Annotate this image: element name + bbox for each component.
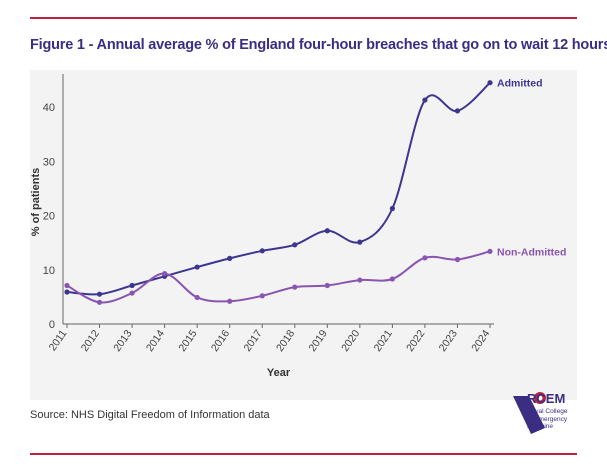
x-tick-label: 2024 xyxy=(469,328,492,354)
y-tick-label: 30 xyxy=(43,156,55,168)
data-point-admitted xyxy=(227,255,233,261)
line-chart: 0 10 20 30 40 2011 2012 2013 2014 2015 2016 2017 201… xyxy=(30,74,566,379)
x-tick-label: 2021 xyxy=(372,328,395,354)
data-point-admitted xyxy=(96,291,103,297)
data-point-non-admitted xyxy=(454,256,461,263)
bottom-rule xyxy=(30,453,577,455)
data-point-non-admitted xyxy=(292,284,298,290)
data-point-admitted xyxy=(194,264,200,270)
data-point-admitted xyxy=(357,239,363,245)
data-point-admitted xyxy=(454,108,461,114)
y-tick-label: 20 xyxy=(43,211,55,223)
series-label-admitted: Admitted xyxy=(497,78,543,90)
series-line-admitted xyxy=(66,81,491,296)
logo-subtitle: Royal College of Emergency Medicine xyxy=(527,408,579,431)
data-point-admitted xyxy=(259,248,265,254)
data-point-non-admitted xyxy=(64,282,70,289)
data-point-non-admitted xyxy=(129,290,135,296)
x-tick-label: 2015 xyxy=(176,328,199,354)
logo-subtitle-line: of Emergency xyxy=(527,415,568,423)
y-axis-label: % of patients xyxy=(30,168,42,236)
x-tick-label: 2017 xyxy=(241,328,264,354)
x-axis-label: Year xyxy=(267,367,291,379)
x-tick-label: 2018 xyxy=(274,328,297,354)
data-point-admitted xyxy=(422,97,428,103)
figure-title: Figure 1 - Annual average % of England f… xyxy=(30,37,607,53)
series-line-non-admitted xyxy=(66,250,491,304)
series-label-non-admitted: Non-Admitted xyxy=(497,246,566,258)
data-point-non-admitted xyxy=(162,270,168,277)
data-point-admitted xyxy=(389,205,395,212)
x-tick-label: 2013 xyxy=(111,328,134,354)
data-point-admitted xyxy=(64,289,70,295)
y-tick-label: 10 xyxy=(43,265,55,277)
data-point-non-admitted xyxy=(324,282,330,289)
x-tick-label: 2020 xyxy=(339,328,362,354)
data-point-admitted xyxy=(129,282,135,289)
data-point-admitted xyxy=(324,228,330,234)
rcem-logo-icon xyxy=(513,392,546,434)
source-note: Source: NHS Digital Freedom of Informati… xyxy=(30,409,270,421)
logo-name: RCEM xyxy=(527,391,566,406)
data-point-non-admitted xyxy=(227,298,233,304)
x-tick-label: 2022 xyxy=(404,328,427,354)
x-tick-label: 2023 xyxy=(437,328,460,354)
data-point-non-admitted xyxy=(96,299,103,305)
chart-panel: 0 10 20 30 40 2011 2012 2013 2014 2015 2016 2017 201… xyxy=(30,70,577,400)
data-point-non-admitted xyxy=(357,277,363,283)
top-rule xyxy=(30,17,577,19)
x-tick-label: 2011 xyxy=(47,328,70,354)
data-point-non-admitted xyxy=(422,255,428,261)
data-point-non-admitted xyxy=(389,276,395,282)
data-point-admitted xyxy=(487,80,493,86)
y-tick-label: 0 xyxy=(49,319,55,331)
logo-subtitle-line: Royal College xyxy=(527,408,568,415)
data-point-non-admitted xyxy=(487,248,493,254)
y-tick-label: 40 xyxy=(43,102,55,114)
x-tick-label: 2016 xyxy=(209,328,232,354)
data-point-admitted xyxy=(292,242,298,248)
data-point-non-admitted xyxy=(259,293,265,299)
x-tick-label: 2019 xyxy=(307,328,330,354)
x-tick-label: 2014 xyxy=(144,328,167,354)
logo-subtitle-line: Medicine xyxy=(527,423,554,430)
x-tick-label: 2012 xyxy=(79,328,102,354)
data-point-non-admitted xyxy=(194,294,200,301)
